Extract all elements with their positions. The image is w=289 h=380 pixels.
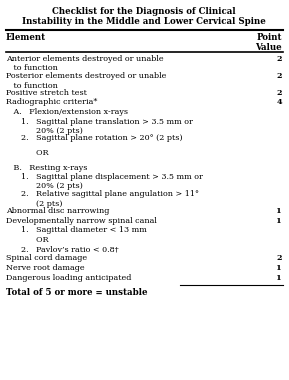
Text: to function: to function	[6, 65, 58, 73]
Text: 2.   Relative sagittal plane angulation > 11°: 2. Relative sagittal plane angulation > …	[6, 190, 199, 198]
Text: Dangerous loading anticipated: Dangerous loading anticipated	[6, 274, 131, 282]
Text: 1.   Sagittal diameter < 13 mm: 1. Sagittal diameter < 13 mm	[6, 226, 147, 234]
Text: Checklist for the Diagnosis of Clinical: Checklist for the Diagnosis of Clinical	[52, 7, 236, 16]
Text: Nerve root damage: Nerve root damage	[6, 264, 85, 272]
Text: Developmentally narrow spinal canal: Developmentally narrow spinal canal	[6, 217, 157, 225]
Text: Spinal cord damage: Spinal cord damage	[6, 255, 87, 263]
Text: Radiographic criteria*: Radiographic criteria*	[6, 98, 97, 106]
Text: B.   Resting x-rays: B. Resting x-rays	[6, 163, 87, 171]
Text: 1: 1	[276, 217, 282, 225]
Text: Instability in the Middle and Lower Cervical Spine: Instability in the Middle and Lower Cerv…	[22, 17, 266, 26]
Text: Abnormal disc narrowing: Abnormal disc narrowing	[6, 207, 109, 215]
Text: OR: OR	[6, 236, 49, 244]
Text: 2.   Pavlov’s ratio < 0.8†: 2. Pavlov’s ratio < 0.8†	[6, 245, 119, 253]
Text: 2: 2	[277, 89, 282, 97]
Text: 20% (2 pts): 20% (2 pts)	[6, 127, 83, 135]
Text: 1: 1	[276, 264, 282, 272]
Text: 20% (2 pts): 20% (2 pts)	[6, 182, 83, 190]
Text: 2: 2	[277, 255, 282, 263]
Text: 1: 1	[276, 207, 282, 215]
Text: Point
Value: Point Value	[255, 33, 282, 52]
Text: 2: 2	[277, 72, 282, 80]
Text: Element: Element	[6, 33, 46, 42]
Text: Posterior elements destroyed or unable: Posterior elements destroyed or unable	[6, 72, 166, 80]
Text: Positive stretch test: Positive stretch test	[6, 89, 87, 97]
Text: 4: 4	[276, 98, 282, 106]
Text: 2: 2	[277, 55, 282, 63]
Text: to function: to function	[6, 81, 58, 90]
Text: (2 pts): (2 pts)	[6, 200, 62, 207]
Text: 1.   Sagittal plane translation > 3.5 mm or: 1. Sagittal plane translation > 3.5 mm o…	[6, 117, 193, 125]
Text: 1.   Sagittal plane displacement > 3.5 mm or: 1. Sagittal plane displacement > 3.5 mm …	[6, 173, 203, 181]
Text: 1: 1	[276, 274, 282, 282]
Text: OR: OR	[6, 149, 49, 157]
Text: Anterior elements destroyed or unable: Anterior elements destroyed or unable	[6, 55, 164, 63]
Text: 2.   Sagittal plane rotation > 20° (2 pts): 2. Sagittal plane rotation > 20° (2 pts)	[6, 135, 183, 142]
Text: Total of 5 or more = unstable: Total of 5 or more = unstable	[6, 288, 147, 297]
Text: A.   Flexion/extension x-rays: A. Flexion/extension x-rays	[6, 108, 128, 116]
